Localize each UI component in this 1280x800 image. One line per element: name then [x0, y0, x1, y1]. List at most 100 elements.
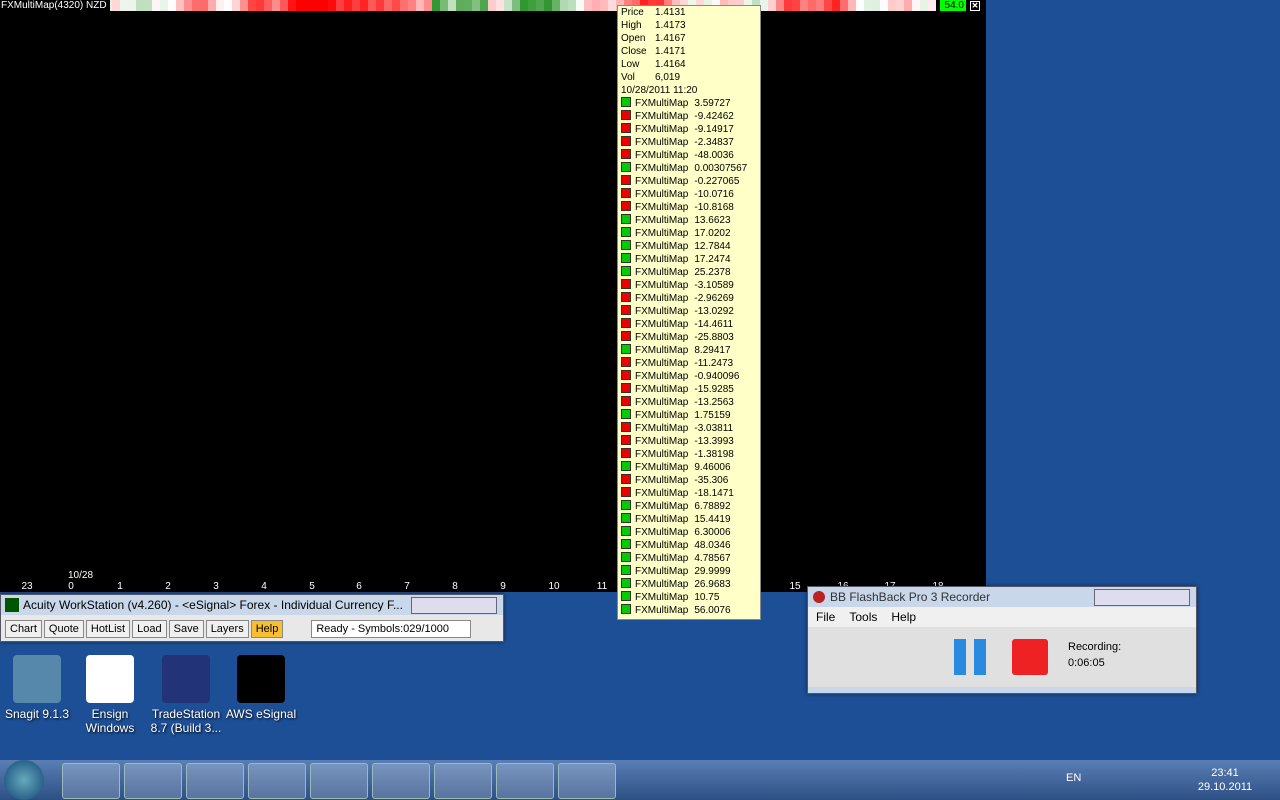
color-square [621, 500, 631, 510]
indicator-item: FXMultiMap 13.6623 [618, 214, 760, 227]
indicator-item: FXMultiMap 1.75159 [618, 409, 760, 422]
toolbar-button[interactable]: Help [250, 620, 284, 638]
axis-label: 3 [213, 581, 219, 592]
toolbar-button[interactable]: Load [132, 620, 167, 638]
indicator-item: FXMultiMap 17.2474 [618, 253, 760, 266]
acuity-window: Acuity WorkStation (v4.260) - <eSignal> … [0, 594, 504, 642]
row-value: 54.0 [940, 0, 966, 11]
item-value: 25.2378 [694, 267, 731, 278]
item-name: FXMultiMap [635, 566, 689, 577]
item-value: -2.34837 [694, 137, 734, 148]
item-name: FXMultiMap [635, 514, 689, 525]
toolbar-button[interactable]: Save [168, 620, 204, 638]
indicator-item: FXMultiMap -10.0716 [618, 188, 760, 201]
color-square [621, 253, 631, 263]
color-square [621, 240, 631, 250]
item-name: FXMultiMap [635, 397, 689, 408]
item-name: FXMultiMap [635, 410, 689, 421]
toolbar-button[interactable]: Chart [5, 620, 42, 638]
item-name: FXMultiMap [635, 137, 689, 148]
color-square [621, 357, 631, 367]
color-square [621, 591, 631, 601]
indicator-item: FXMultiMap 4.78567 [618, 552, 760, 565]
menu-item[interactable]: Tools [849, 610, 878, 624]
window-controls[interactable] [411, 597, 497, 614]
desktop-icon[interactable]: Ensign Windows [70, 655, 150, 735]
item-value: 6.78892 [694, 501, 731, 512]
item-value: 10.75 [694, 592, 720, 603]
item-name: FXMultiMap [635, 293, 689, 304]
indicator-item: FXMultiMap -3.10589 [618, 279, 760, 292]
desktop-icon[interactable]: AWS eSignal [221, 655, 301, 721]
toolbar-button[interactable]: Quote [43, 620, 84, 638]
quote-field: Close 1.4171 [618, 45, 760, 58]
taskbar-app[interactable] [186, 763, 244, 799]
taskbar-app[interactable] [248, 763, 306, 799]
item-value: 26.9683 [694, 579, 731, 590]
color-square [621, 383, 631, 393]
indicator-item: FXMultiMap -9.42462 [618, 110, 760, 123]
item-value: -48.0036 [694, 150, 734, 161]
toolbar-button[interactable]: Layers [205, 620, 249, 638]
color-square [621, 318, 631, 328]
color-square [621, 331, 631, 341]
item-name: FXMultiMap [635, 501, 689, 512]
stop-button[interactable] [1012, 639, 1048, 675]
taskbar-app[interactable] [372, 763, 430, 799]
window-title: BB FlashBack Pro 3 Recorder [830, 590, 991, 604]
app-icon [813, 591, 825, 603]
item-name: FXMultiMap [635, 111, 689, 122]
color-square [621, 448, 631, 458]
icon-label: Ensign Windows [85, 707, 135, 735]
menu-item[interactable]: File [816, 610, 836, 624]
toolbar-button[interactable]: HotList [85, 620, 131, 638]
desktop-icon[interactable]: Snagit 9.1.3 [0, 655, 77, 721]
indicator-item: FXMultiMap 8.29417 [618, 344, 760, 357]
taskbar-app[interactable] [434, 763, 492, 799]
color-square [621, 526, 631, 536]
icon-image [13, 655, 61, 703]
taskbar-app[interactable] [496, 763, 554, 799]
icon-image [162, 655, 210, 703]
taskbar-app[interactable] [62, 763, 120, 799]
taskbar-app[interactable] [558, 763, 616, 799]
recording-status: Recording: 0:06:05 [1068, 639, 1121, 671]
item-value: 17.2474 [694, 254, 731, 265]
item-name: FXMultiMap [635, 540, 689, 551]
quote-field: Open 1.4167 [618, 32, 760, 45]
color-square [621, 201, 631, 211]
item-value: -14.4611 [694, 319, 734, 330]
start-button[interactable] [4, 760, 44, 800]
language: EN [1066, 772, 1082, 784]
item-name: FXMultiMap [635, 228, 689, 239]
row-close[interactable]: ✕ [970, 1, 980, 11]
color-square [621, 370, 631, 380]
taskbar-app[interactable] [124, 763, 182, 799]
field-value: 1.4171 [655, 46, 686, 57]
item-value: -13.2563 [694, 397, 734, 408]
window-controls[interactable] [1094, 589, 1190, 606]
field-value: 1.4167 [655, 33, 686, 44]
color-square [621, 487, 631, 497]
item-name: FXMultiMap [635, 176, 689, 187]
tooltip: Price 1.4131 High 1.4173 Open 1.4167 Close 1.41… [617, 5, 761, 620]
recorder-window: BB FlashBack Pro 3 Recorder File Tools Hel… [807, 586, 1197, 694]
indicator-item: FXMultiMap -48.0036 [618, 149, 760, 162]
field-label: High [621, 20, 642, 31]
item-value: 12.7844 [694, 241, 731, 252]
desktop-icon[interactable]: TradeStation 8.7 (Build 3... [146, 655, 226, 735]
time: 23:41 [1211, 767, 1239, 779]
item-name: FXMultiMap [635, 280, 689, 291]
axis-label: 15 [789, 581, 801, 592]
item-name: FXMultiMap [635, 241, 689, 252]
pause-button[interactable] [954, 639, 986, 675]
menu-item[interactable]: Help [891, 610, 917, 624]
item-value: -35.306 [694, 475, 729, 486]
color-square [621, 344, 631, 354]
indicator-item: FXMultiMap -15.9285 [618, 383, 760, 396]
indicator-item: FXMultiMap 17.0202 [618, 227, 760, 240]
taskbar-app[interactable] [310, 763, 368, 799]
item-name: FXMultiMap [635, 163, 689, 174]
axis-label: 4 [261, 581, 267, 592]
